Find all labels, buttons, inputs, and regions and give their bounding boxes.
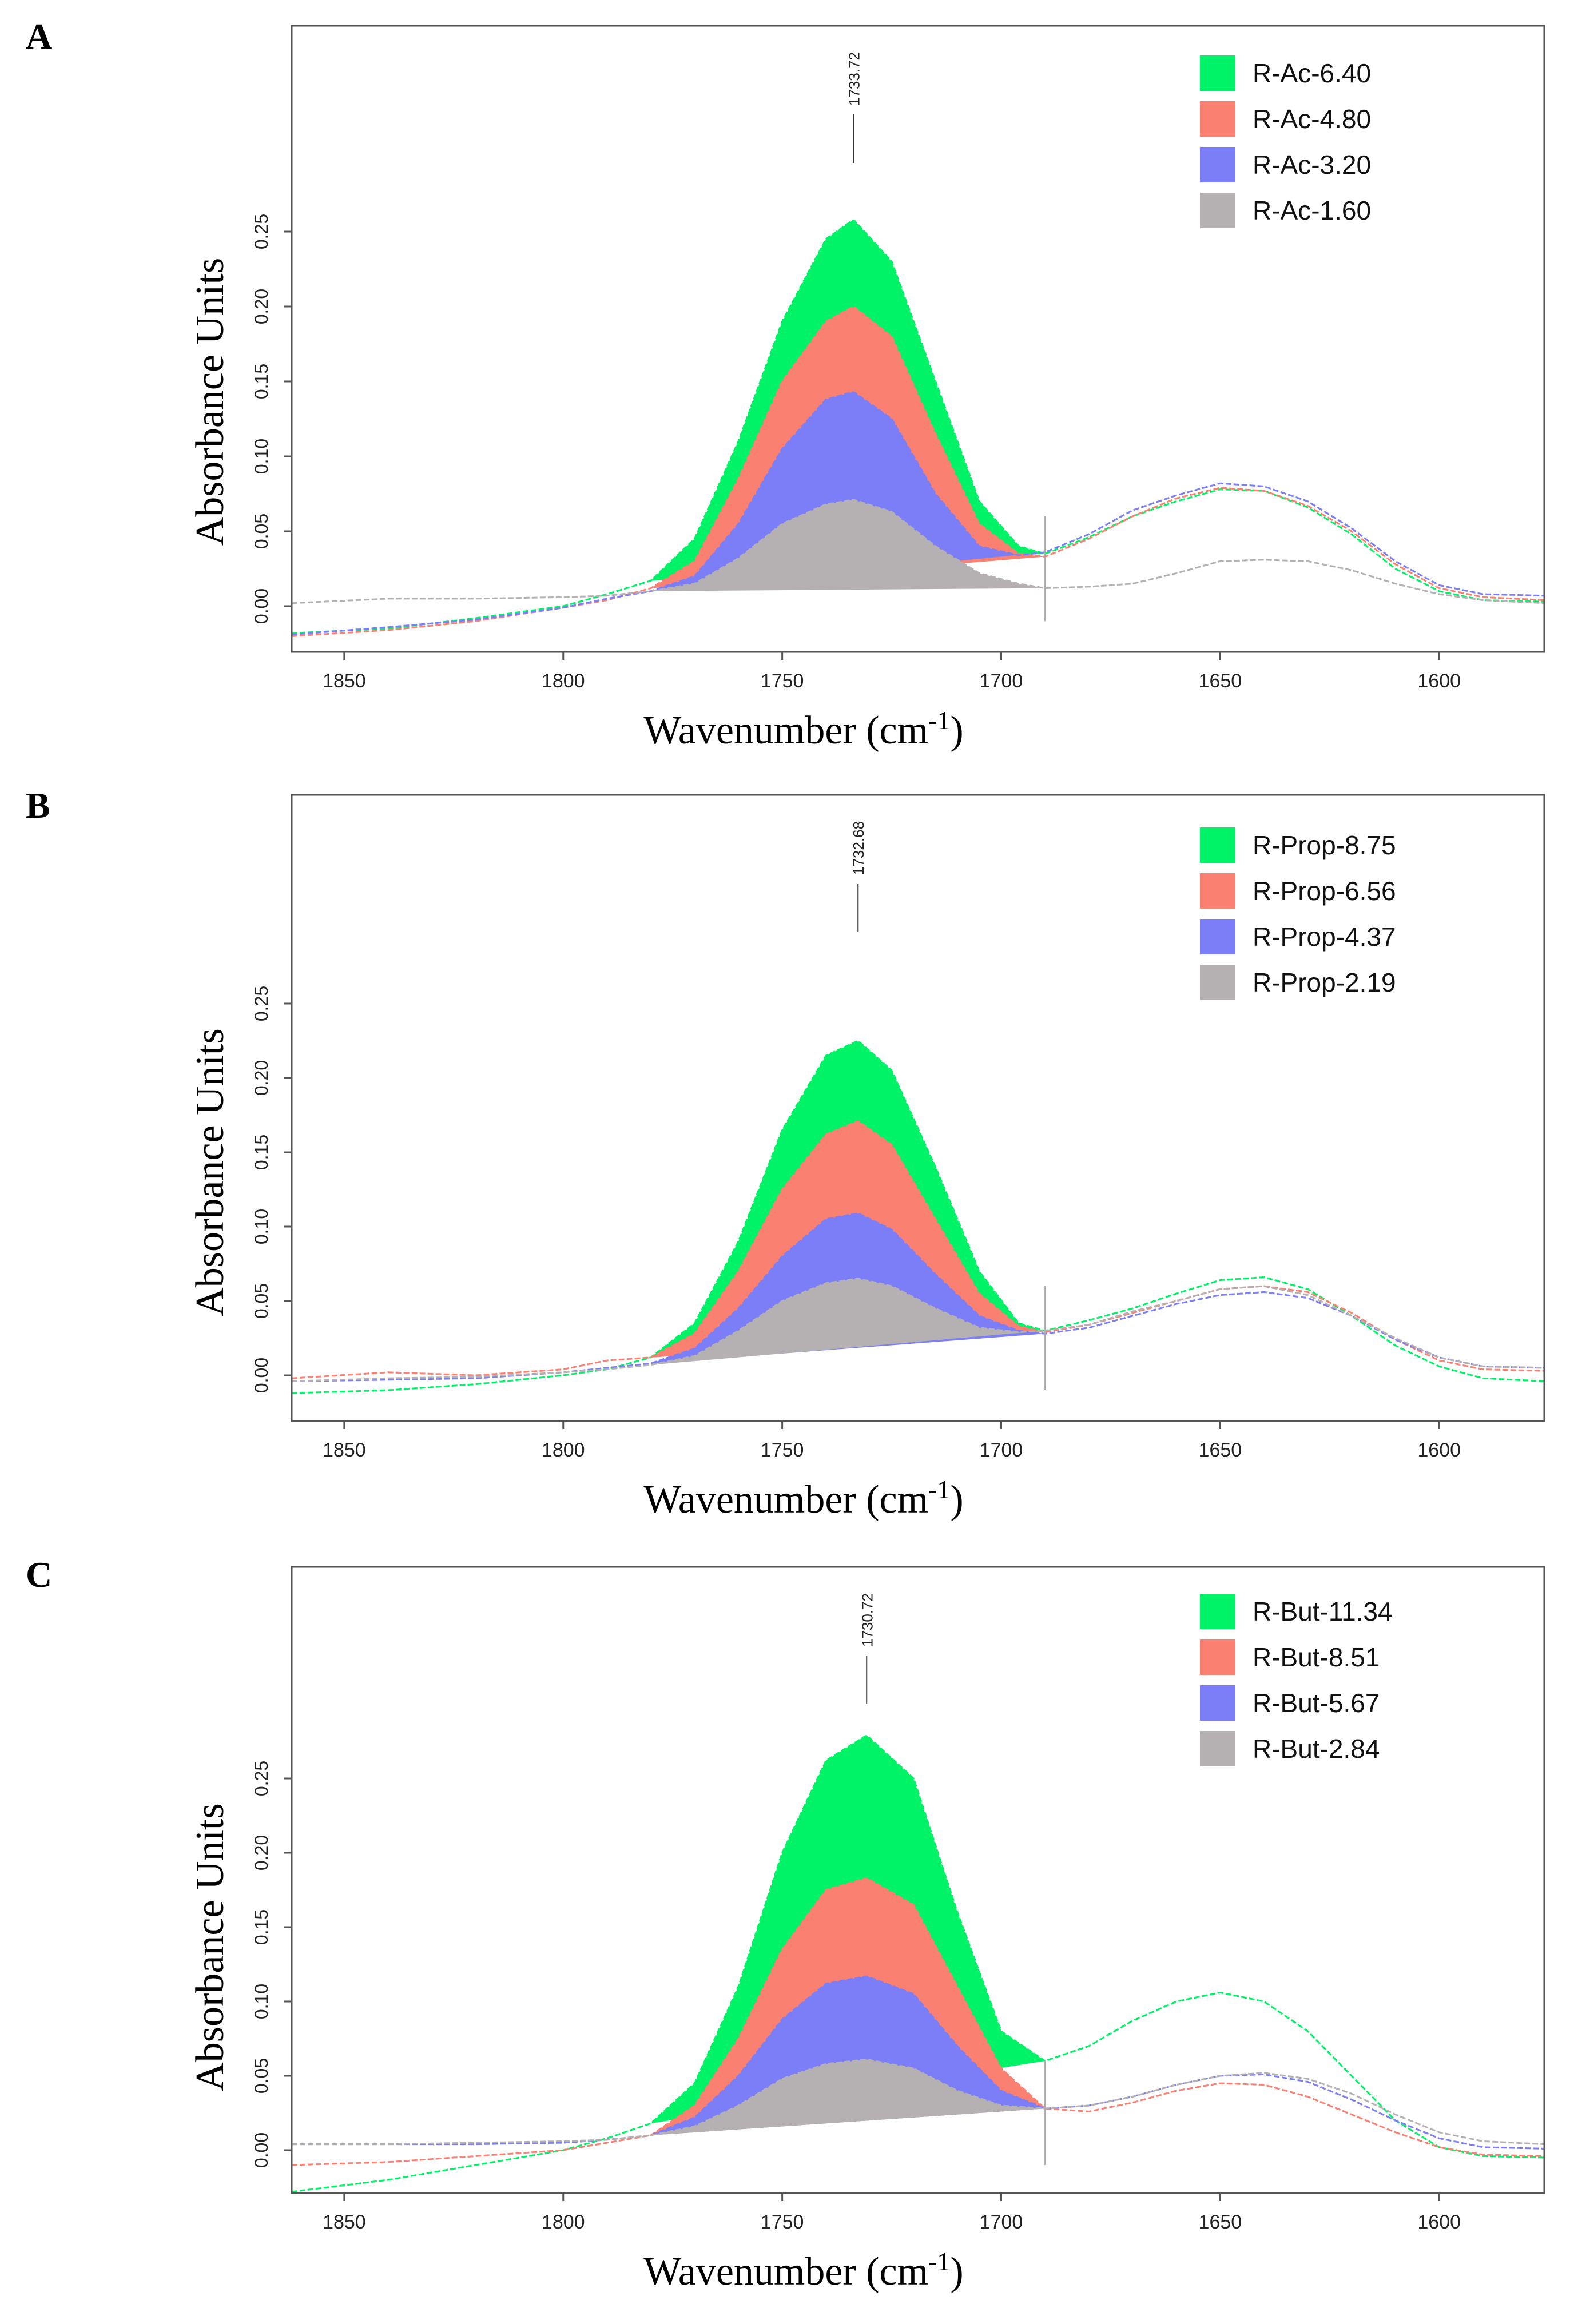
y-tick-label: 0.00 [251,588,272,624]
plot-area [292,1040,1544,1394]
y-axis-title: Absorbance Units [188,1803,232,2091]
line-r-prop-4.37 [292,1212,1544,1382]
legend-swatch [1200,827,1235,863]
x-tick-label: 1650 [1199,1439,1242,1461]
area-r-but-2.84 [650,2059,1046,2135]
area-r-ac-1.60 [650,500,1046,591]
x-tick-label: 1600 [1417,1439,1461,1461]
line-r-but-8.51 [292,1877,1544,2166]
legend-label: R-But-11.34 [1253,1597,1393,1626]
legend-swatch [1200,55,1235,91]
y-tick-label: 0.20 [251,1060,272,1096]
x-tick-label: 1700 [980,2211,1023,2233]
legend-swatch [1200,965,1235,1000]
legend-swatch [1200,919,1235,954]
x-tick-label: 1700 [980,1439,1023,1461]
y-tick-label: 0.25 [251,1761,272,1796]
panel-a: A 1733.72 1850 1800 1750 1700 1650 1600 0.00 0.05… [26,16,1545,753]
line-r-ac-3.20 [292,391,1544,636]
area-r-prop-2.19 [650,1279,1046,1365]
y-tick-label: 0.20 [251,1835,272,1871]
line-r-ac-4.80 [292,306,1544,637]
y-tick-label: 0.20 [251,289,272,324]
panel-c: C 1730.72 1850 1800 1750 1700 1650 1600 0.00 0.05… [26,1554,1545,2294]
y-tick-label: 0.10 [251,1209,272,1244]
y-tick-label: 0.15 [251,1909,272,1945]
panel-letter: A [26,16,52,57]
line-r-prop-2.19 [292,1278,1544,1382]
x-tick-label: 1850 [323,670,366,692]
x-tick-label: 1750 [761,2211,804,2233]
plot-area [292,220,1544,637]
y-tick-label: 0.15 [251,364,272,399]
panel-b: B 1732.68 1850 1800 1750 1700 1650 1600 0.00 0.05… [26,785,1545,1522]
x-tick-label: 1750 [761,670,804,692]
line-r-prop-6.56 [292,1120,1544,1379]
legend-label: R-Ac-3.20 [1253,150,1371,180]
legend-label: R-Prop-4.37 [1253,922,1396,952]
y-axis-title: Absorbance Units [188,258,232,546]
y-tick-label: 0.00 [251,1358,272,1393]
y-tick-label: 0.15 [251,1135,272,1170]
legend-label: R-Ac-1.60 [1253,196,1371,225]
x-tick-label: 1700 [980,670,1023,692]
x-axis-title: Wavenumber (cm-1) [643,706,963,753]
legend-label: R-But-2.84 [1253,1734,1380,1764]
plot-area [292,1735,1544,2193]
x-axis-title: Wavenumber (cm-1) [643,1475,963,1522]
plot-frame [291,1566,1545,2194]
legend-swatch [1200,101,1235,137]
legend-swatch [1200,1685,1235,1721]
x-tick-label: 1850 [323,1439,366,1461]
x-axis-title: Wavenumber (cm-1) [643,2247,963,2294]
plot-frame [291,794,1545,1422]
y-tick-label: 0.05 [251,514,272,549]
legend-label: R-Prop-8.75 [1253,830,1396,860]
legend-swatch [1200,193,1235,228]
legend-label: R-Ac-4.80 [1253,104,1371,134]
legend-label: R-Prop-2.19 [1253,968,1396,997]
line-r-but-5.67 [292,1975,1544,2150]
area-r-ac-3.20 [650,392,1046,591]
line-r-but-11.34 [292,1735,1544,2193]
y-tick-label: 0.00 [251,2132,272,2168]
y-axis-title: Absorbance Units [188,1028,232,1316]
y-tick-label: 0.25 [251,214,272,249]
peak-marker-label: 1732.68 [850,821,867,875]
line-r-but-2.84 [292,2059,1544,2146]
legend-swatch [1200,1594,1235,1629]
y-tick-label: 0.10 [251,439,272,474]
legend-label: R-But-8.51 [1253,1642,1380,1672]
y-tick-label: 0.05 [251,1283,272,1319]
legend-label: R-Prop-6.56 [1253,876,1396,906]
y-tick-label: 0.10 [251,1984,272,2019]
legend-swatch [1200,147,1235,182]
x-tick-label: 1800 [542,1439,585,1461]
line-r-ac-6.40 [292,220,1544,634]
plot-frame [291,25,1545,653]
x-tick-label: 1600 [1417,2211,1461,2233]
x-tick-label: 1600 [1417,670,1461,692]
panel-letter: C [26,1554,52,1595]
x-tick-label: 1750 [761,1439,804,1461]
panel-letter: B [26,785,50,826]
legend-label: R-But-5.67 [1253,1688,1380,1718]
legend-swatch [1200,873,1235,909]
x-tick-label: 1650 [1199,670,1242,692]
legend-label: R-Ac-6.40 [1253,58,1371,88]
x-tick-label: 1800 [542,670,585,692]
peak-marker-label: 1733.72 [845,52,862,106]
peak-marker-label: 1730.72 [858,1593,876,1647]
y-tick-label: 0.05 [251,2058,272,2094]
legend-swatch [1200,1639,1235,1675]
x-tick-label: 1800 [542,2211,585,2233]
x-tick-label: 1850 [323,2211,366,2233]
y-tick-label: 0.25 [251,986,272,1021]
legend-swatch [1200,1731,1235,1766]
line-r-ac-1.60 [292,499,1544,604]
x-tick-label: 1650 [1199,2211,1242,2233]
